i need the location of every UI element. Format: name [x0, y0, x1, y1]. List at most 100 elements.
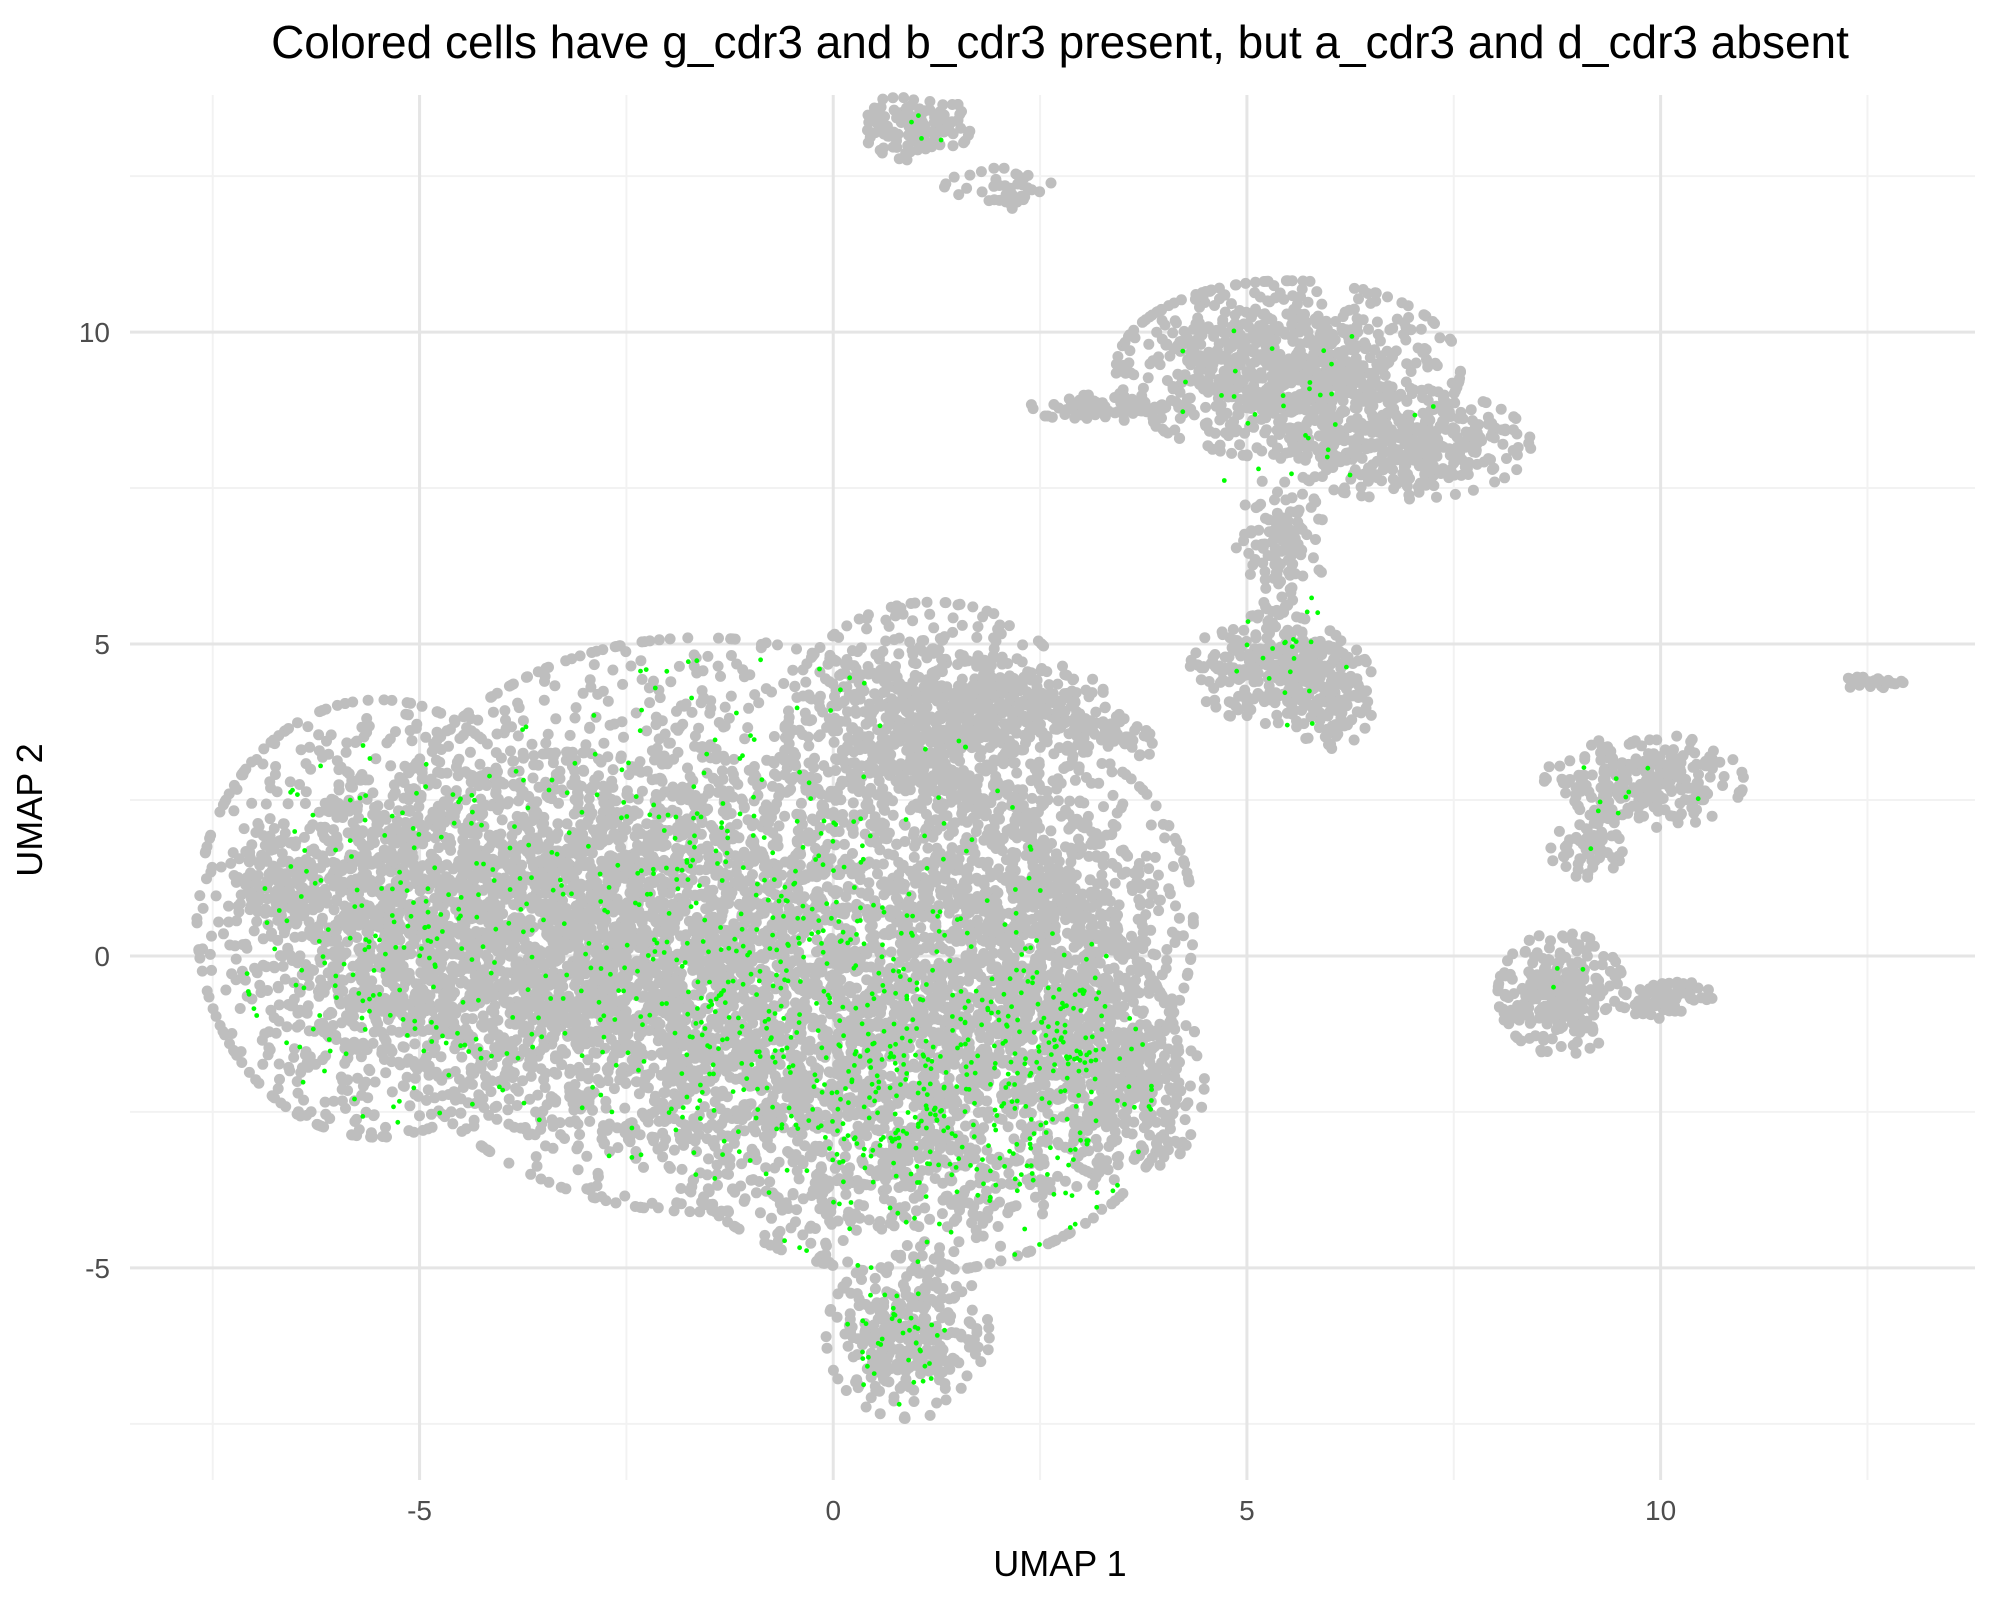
background-cell-point	[718, 750, 729, 762]
background-cell-point	[507, 678, 519, 690]
background-cell-point	[465, 1062, 477, 1074]
background-cell-point	[485, 800, 497, 812]
background-cell-point	[548, 877, 560, 889]
background-cell-point	[742, 722, 754, 734]
background-cell-point	[769, 804, 781, 815]
background-cell-point	[592, 838, 604, 850]
background-cell-point	[423, 1060, 435, 1072]
background-cell-point	[340, 746, 352, 758]
background-cell-point	[432, 1070, 444, 1082]
background-cell-point	[337, 800, 349, 812]
background-cell-point	[704, 707, 716, 719]
background-cell-point	[381, 852, 393, 864]
background-cell-point	[564, 1067, 576, 1079]
background-cell-point	[803, 740, 815, 752]
background-cell-point	[346, 874, 357, 886]
background-cell-point	[569, 1115, 581, 1127]
background-cell-point	[550, 747, 561, 759]
background-cell-point	[238, 823, 250, 835]
background-cell-point	[217, 1026, 229, 1037]
background-cell-point	[260, 798, 272, 810]
background-cell-point	[567, 779, 579, 790]
background-cell-point	[641, 725, 653, 737]
background-cell-point	[416, 883, 428, 895]
background-cell-point	[445, 938, 456, 950]
background-cell-point	[503, 1118, 515, 1130]
background-cell-point	[577, 687, 589, 699]
background-cell-point	[756, 846, 767, 858]
background-cell-point	[517, 1009, 529, 1021]
background-cell-point	[416, 767, 428, 779]
background-cell-point	[635, 828, 647, 839]
background-cell-point	[396, 897, 408, 909]
background-cell-point	[257, 1058, 269, 1070]
background-cell-point	[577, 764, 589, 776]
background-cell-point	[592, 1171, 604, 1183]
background-cell-point	[464, 746, 476, 758]
background-cell-point	[401, 1071, 413, 1083]
background-cell-point	[524, 825, 536, 837]
background-cell-point	[549, 680, 561, 692]
background-cell-point	[644, 697, 656, 709]
background-cell-point	[684, 1206, 696, 1218]
background-cell-point	[669, 852, 681, 864]
background-cell-point	[546, 968, 558, 980]
background-cell-point	[476, 1019, 487, 1031]
background-cell-point	[503, 796, 515, 808]
background-cell-point	[548, 1032, 560, 1044]
background-cell-point	[745, 855, 757, 867]
background-cell-point	[636, 785, 648, 797]
background-cell-point	[191, 913, 203, 925]
background-cell-point	[619, 1190, 631, 1202]
background-cell-point	[292, 717, 303, 729]
background-cell-point	[728, 774, 740, 786]
background-cell-point	[572, 954, 583, 965]
background-cell-point	[590, 711, 602, 723]
background-cell-point	[583, 793, 595, 805]
background-cell-point	[582, 1073, 594, 1085]
background-cell-point	[434, 885, 446, 897]
background-cell-point	[686, 706, 698, 718]
background-cell-point	[453, 753, 465, 765]
background-cell-point	[624, 988, 636, 999]
background-cell-point	[283, 723, 294, 734]
background-cell-point	[333, 784, 345, 796]
background-cell-point	[362, 694, 374, 706]
background-cell-point	[634, 913, 646, 925]
background-cell-point	[760, 1162, 772, 1174]
background-cell-point	[619, 1102, 631, 1114]
background-cell-point	[298, 831, 310, 843]
background-cell-point	[355, 837, 367, 849]
background-cell-point	[360, 1076, 372, 1088]
background-cell-point	[234, 1003, 246, 1014]
background-cell-point	[308, 929, 320, 941]
background-cell-point	[280, 1101, 292, 1113]
background-cell-point	[744, 874, 755, 886]
background-cell-point	[496, 853, 508, 865]
background-cell-point	[266, 1090, 278, 1102]
background-cell-point	[294, 950, 306, 962]
background-cell-point	[299, 798, 311, 809]
background-cell-point	[610, 1197, 622, 1209]
background-cell-point	[429, 808, 441, 820]
background-cell-point	[251, 916, 263, 927]
background-cell-point	[528, 750, 540, 762]
background-cell-point	[489, 908, 501, 920]
background-cell-point	[555, 1181, 567, 1193]
background-cell-point	[527, 772, 539, 784]
background-cell-point	[279, 973, 291, 985]
background-cell-point	[347, 960, 359, 972]
background-cell-point	[762, 824, 774, 836]
background-cell-point	[638, 1202, 650, 1214]
background-cell-point	[503, 1157, 515, 1169]
background-cell-point	[564, 729, 576, 741]
background-cell-point	[598, 737, 610, 749]
background-cell-point	[434, 947, 446, 958]
background-cell-point	[653, 733, 665, 745]
background-cell-point	[571, 836, 583, 848]
background-cell-point	[542, 728, 554, 740]
background-cell-point	[601, 1063, 613, 1075]
background-cell-point	[507, 863, 519, 875]
background-cell-point	[223, 900, 234, 912]
background-cell-point	[228, 779, 240, 791]
